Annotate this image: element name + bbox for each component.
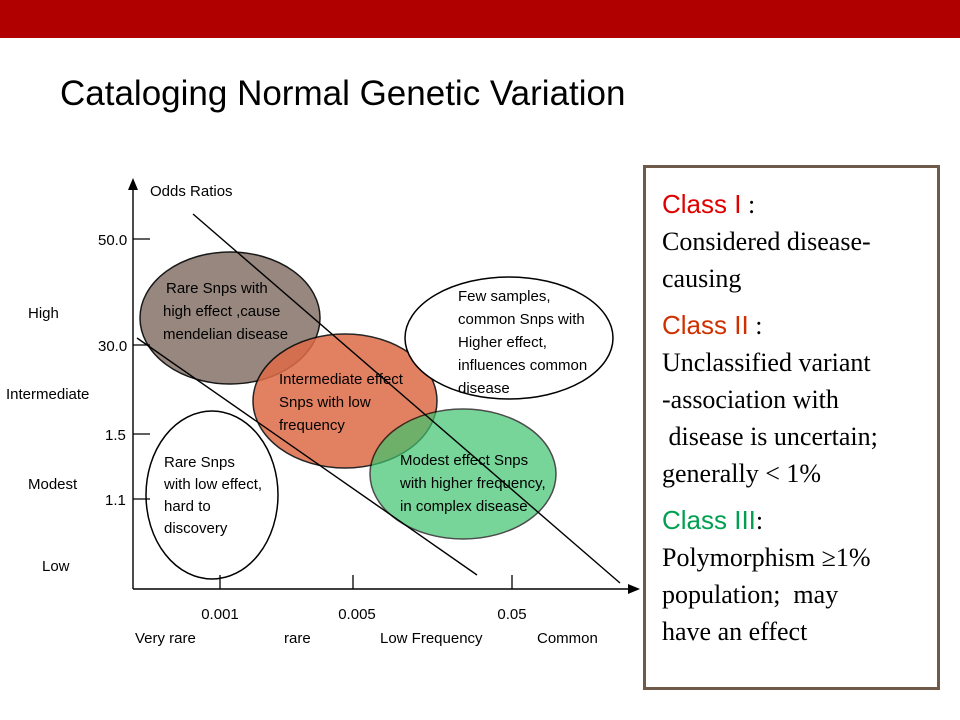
ellipse-label-line: with higher frequency, [399,475,546,492]
ellipse-label-line: Few samples, [458,288,551,305]
y-tick-label: 30.0 [98,338,127,355]
ellipse-label-line: disease [458,380,510,397]
class-label: Class I [662,189,742,219]
class-block: Class I : Considered disease- causing [662,186,937,297]
class-description-line: disease is uncertain; [662,422,878,451]
x-axis-arrow-icon [628,584,640,594]
x-band-label: Common [537,630,598,647]
ellipse-label-line: hard to [164,498,211,515]
slide-title: Cataloging Normal Genetic Variation [60,74,626,113]
class-label: Class II [662,310,749,340]
class-description-line: -association with [662,385,839,414]
class-description-line: causing [662,264,742,293]
ellipse-label-line: discovery [164,520,228,537]
ellipse-label-line: Snps with low [279,394,371,411]
y-tick-label: 50.0 [98,232,127,249]
ellipse-label-line: with low effect, [163,476,262,493]
y-tick-label: 1.1 [105,492,126,509]
ellipse-label-line: Higher effect, [458,334,547,351]
class-description-line: have an effect [662,617,808,646]
x-tick-label: 0.005 [338,606,376,623]
lower-diagonal-line [136,337,478,576]
y-band-label: Intermediate [6,386,89,403]
x-band-label: rare [284,630,311,647]
class-definitions-box: Class I : Considered disease- causing Cl… [643,165,940,690]
ellipse-label-line: mendelian disease [163,326,288,343]
ellipse-modest-effect [369,408,557,540]
ellipse-few-samples [404,276,614,400]
ellipse-label-line: high effect ,cause [163,303,280,320]
x-tick-label: 0.05 [497,606,526,623]
ellipse-label-line: common Snps with [458,311,585,328]
class-description-line: Polymorphism ≥1% [662,543,871,572]
y-axis-title: Odds Ratios [150,183,233,200]
upper-diagonal-line [192,213,621,584]
ellipse-rare-low-effect [145,410,279,580]
x-tick-label: 0.001 [201,606,239,623]
y-band-label: High [28,305,59,322]
ellipse-label-line: Modest effect Snps [400,452,528,469]
top-accent-bar [0,0,960,38]
y-band-label: Low [42,558,70,575]
class-block: Class III: Polymorphism ≥1% population; … [662,502,937,650]
class-description-line: generally < 1% [662,459,822,488]
ellipse-label-line: Intermediate effect [279,371,404,388]
y-tick-label: 1.5 [105,427,126,444]
x-band-label: Low Frequency [380,630,483,647]
class-description-line: population; may [662,580,839,609]
class-description-line: Unclassified variant [662,348,871,377]
class-block: Class II : Unclassified variant -associa… [662,307,937,492]
class-separator: : [748,311,763,340]
ellipse-label-line: Rare Snps [164,454,235,471]
class-separator: : [741,190,756,219]
ellipse-label-line: in complex disease [400,498,528,515]
y-band-label: Modest [28,476,78,493]
y-axis-arrow-icon [128,178,138,190]
class-description-line: Considered disease- [662,227,871,256]
ellipse-label-line: influences common [458,357,587,374]
ellipse-label-line: Rare Snps with [166,280,268,297]
x-band-label: Very rare [135,630,196,647]
class-separator: : [755,506,764,535]
class-label: Class III [662,505,756,535]
ellipse-label-line: frequency [279,417,345,434]
